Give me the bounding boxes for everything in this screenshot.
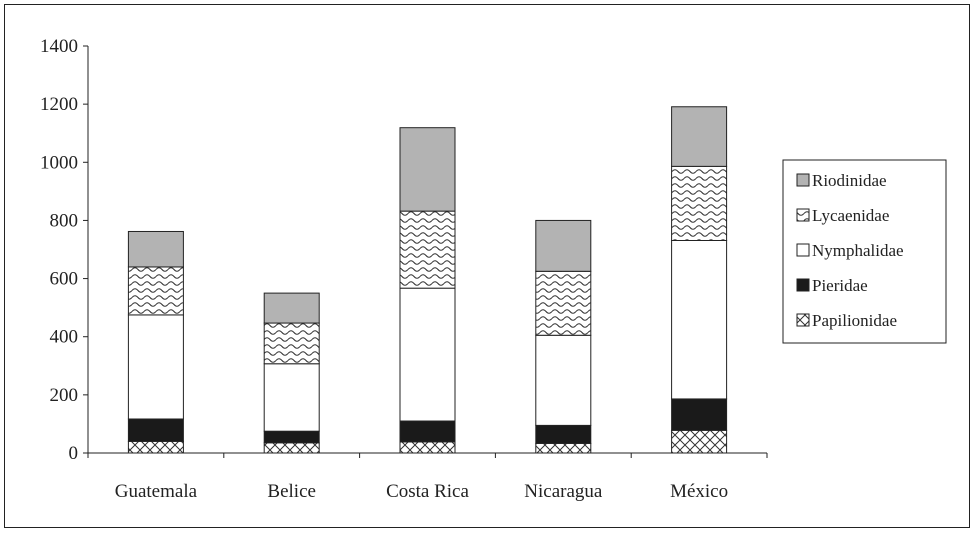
legend-box [782,159,947,344]
legend-label: Pieridae [812,276,868,295]
y-tick-label: 1000 [40,152,78,173]
bar-segment-lycaenidae-2 [399,210,456,289]
bar-segment-papilionidae-3 [535,442,592,454]
legend-label: Papilionidae [812,311,897,330]
bar-segment-nymphalidae-2 [399,287,456,422]
y-tick-label: 400 [50,327,79,348]
x-category-label: Guatemala [115,481,198,502]
bar-segment-pieridae-3 [535,424,592,444]
legend-swatch-lycaenidae [796,208,810,222]
bar-segment-papilionidae-0 [127,440,184,454]
y-tick-label: 1400 [40,36,78,57]
bar-segment-riodinidae-4 [671,106,728,167]
legend-swatch-nymphalidae [796,243,810,257]
bar-segment-pieridae-4 [671,398,728,431]
bar-segment-nymphalidae-4 [671,239,728,400]
legend: Riodinidae Lycaenidae Nymphalidae Pieridae P… [782,159,947,344]
bar-segment-lycaenidae-4 [671,165,728,241]
x-category-label: Belice [267,481,316,502]
y-tick-label: 0 [69,443,79,464]
bar-segment-pieridae-2 [399,420,456,443]
legend-label: Nymphalidae [812,241,904,260]
legend-label: Lycaenidae [812,206,889,225]
bar-segment-papilionidae-4 [671,429,728,454]
bar-segment-pieridae-1 [263,430,320,444]
legend-swatch-papilionidae [796,313,810,327]
y-tick-label: 800 [50,210,79,231]
bar-segment-lycaenidae-1 [263,322,320,365]
bar-segment-nymphalidae-3 [535,334,592,426]
x-category-label: Costa Rica [386,481,469,502]
labels: 0 200 400 600 800 1000 1200 1400 Guatemala Belice… [40,36,728,502]
legend-swatch-pieridae [796,278,810,292]
y-tick-label: 1200 [40,94,78,115]
legend-label: Riodinidae [812,171,887,190]
y-tick-label: 200 [50,385,79,406]
bar-segment-riodinidae-2 [399,127,456,212]
bar-segment-pieridae-0 [127,418,184,442]
bar-segment-lycaenidae-3 [535,270,592,336]
bar-segment-nymphalidae-0 [127,314,184,420]
bar-segment-riodinidae-1 [263,292,320,324]
bar-segment-riodinidae-0 [127,230,184,268]
bar-segment-papilionidae-2 [399,441,456,454]
bar-segment-nymphalidae-1 [263,363,320,432]
x-category-label: Nicaragua [524,481,603,502]
y-tick-label: 600 [50,269,79,290]
legend-swatch-riodinidae [796,173,810,187]
bar-segment-papilionidae-1 [263,442,320,454]
bar-segment-lycaenidae-0 [127,266,184,316]
bar-segment-riodinidae-3 [535,219,592,272]
bars [127,106,728,454]
x-category-label: México [670,481,728,502]
